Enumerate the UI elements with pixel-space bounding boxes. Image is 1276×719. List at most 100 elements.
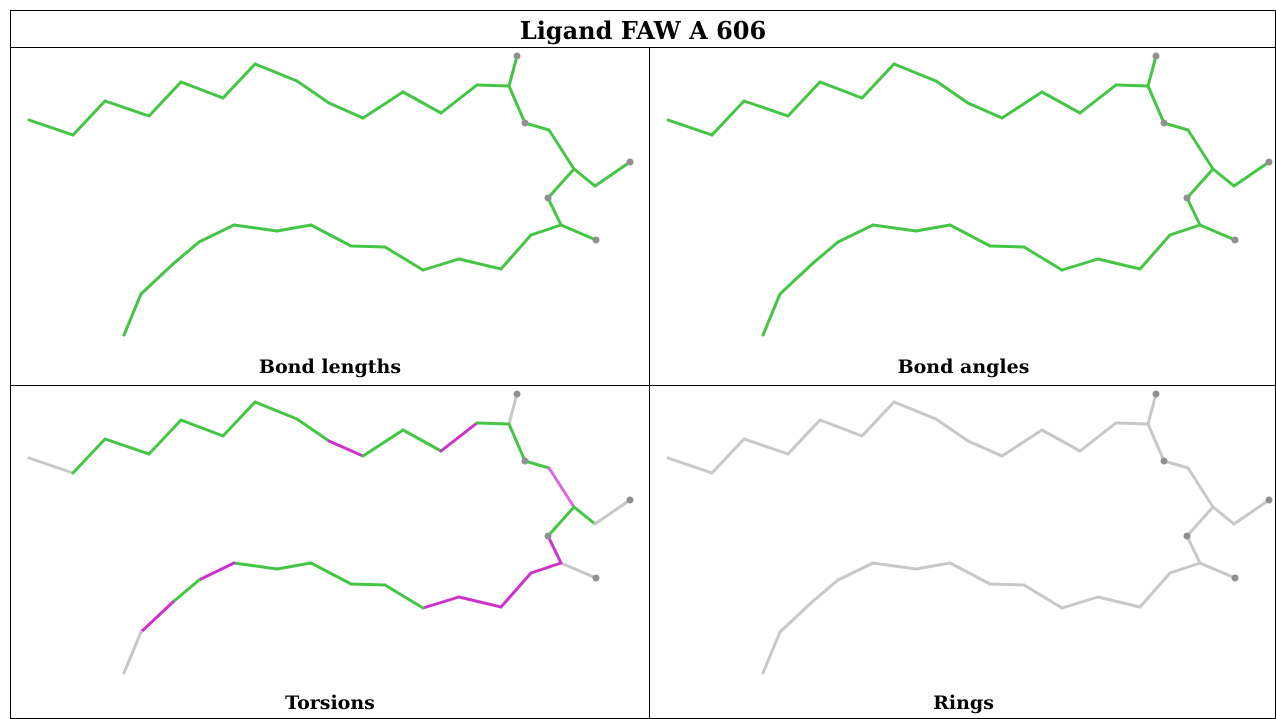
atom-marker	[1183, 532, 1191, 540]
bond-line	[1060, 595, 1100, 610]
bond-line	[197, 223, 236, 244]
ligand-structure-rings	[666, 390, 1273, 675]
bond-line	[1211, 505, 1236, 526]
bond-line	[1000, 428, 1044, 458]
bond-line	[523, 121, 551, 132]
bond-line	[361, 90, 405, 120]
bond-line	[666, 118, 714, 137]
atom-marker	[1265, 496, 1273, 504]
bond-line	[547, 128, 576, 171]
bond-line	[439, 83, 479, 115]
bond-line	[1146, 84, 1166, 125]
bond-line	[499, 233, 533, 271]
bond-line	[253, 62, 299, 83]
bond-line	[1162, 121, 1190, 132]
panel-caption-bond-angles: Bond angles	[897, 356, 1030, 378]
bond-line	[27, 118, 75, 137]
bond-line	[147, 418, 183, 456]
bond-line	[171, 240, 201, 266]
atom-marker	[592, 574, 600, 582]
bond-line	[1168, 561, 1202, 575]
bond-line	[71, 99, 107, 137]
bond-line	[421, 595, 461, 610]
bond-line	[836, 561, 875, 582]
bond-line	[710, 437, 746, 475]
bond-line	[529, 223, 563, 237]
bond-line	[836, 223, 875, 244]
panel-rings: Rings	[650, 386, 1276, 719]
bond-line	[499, 571, 533, 609]
bond-line	[197, 561, 236, 582]
bond-line	[572, 505, 597, 526]
bond-line	[232, 223, 279, 233]
atom-marker	[513, 52, 521, 60]
bond-line	[1096, 257, 1142, 271]
bond-line	[309, 223, 353, 248]
bond-line	[1138, 571, 1172, 609]
bond-line	[383, 583, 425, 610]
bond-line	[546, 505, 576, 538]
bond-line	[546, 196, 563, 227]
panel-caption-torsions: Torsions	[285, 692, 375, 714]
bond-line	[1185, 167, 1215, 200]
bond-line	[529, 561, 563, 575]
bond-line	[818, 418, 864, 438]
panel-divider-vertical	[649, 48, 650, 718]
bond-line	[1022, 245, 1064, 272]
bond-line	[742, 437, 790, 456]
panel-caption-bond-lengths: Bond lengths	[258, 356, 402, 378]
bond-line	[593, 160, 632, 188]
bond-line	[892, 400, 938, 421]
bond-line	[1146, 392, 1158, 426]
bond-line	[1186, 128, 1215, 171]
atom-marker	[1231, 236, 1239, 244]
bond-line	[1162, 459, 1190, 470]
bond-line	[860, 400, 896, 438]
bond-line	[1232, 498, 1271, 526]
bond-line	[147, 80, 183, 118]
bond-line	[966, 101, 1004, 120]
bond-line	[934, 79, 970, 105]
bond-line	[1146, 422, 1166, 463]
bond-line	[988, 582, 1026, 587]
bond-line	[349, 582, 387, 587]
bond-line	[1060, 257, 1100, 272]
atom-marker	[626, 158, 634, 166]
bond-line	[1168, 223, 1202, 237]
bond-line	[1000, 90, 1044, 120]
bond-line	[457, 595, 503, 609]
bond-line	[572, 167, 597, 188]
bond-line	[309, 561, 353, 586]
bond-line	[1078, 421, 1118, 453]
bond-line	[871, 223, 918, 233]
bond-line	[275, 561, 313, 571]
atom-marker	[1231, 574, 1239, 582]
bond-line	[742, 99, 790, 118]
bond-line	[871, 561, 918, 571]
bond-line	[179, 80, 225, 100]
bond-line	[761, 292, 782, 337]
bond-line	[1040, 428, 1082, 453]
ligand-structure-torsions	[27, 390, 634, 675]
bond-line	[71, 437, 107, 475]
bond-line	[401, 90, 443, 115]
bond-line	[1198, 223, 1237, 242]
bond-line	[1040, 90, 1082, 115]
bond-line	[966, 439, 1004, 458]
figure-title: Ligand FAW A 606	[519, 16, 767, 45]
bond-line	[295, 79, 331, 105]
bond-line	[1114, 83, 1150, 88]
bond-line	[361, 428, 405, 458]
bond-line	[439, 421, 479, 453]
bond-line	[1146, 54, 1158, 88]
bond-line	[171, 578, 201, 604]
atom-marker	[1183, 194, 1191, 202]
bond-line	[327, 101, 365, 120]
bond-line	[383, 245, 425, 272]
bond-line	[1211, 167, 1236, 188]
bond-line	[27, 456, 75, 475]
bond-line	[1198, 561, 1237, 580]
bond-line	[948, 223, 992, 248]
bond-line	[507, 422, 527, 463]
bond-line	[1022, 583, 1064, 610]
